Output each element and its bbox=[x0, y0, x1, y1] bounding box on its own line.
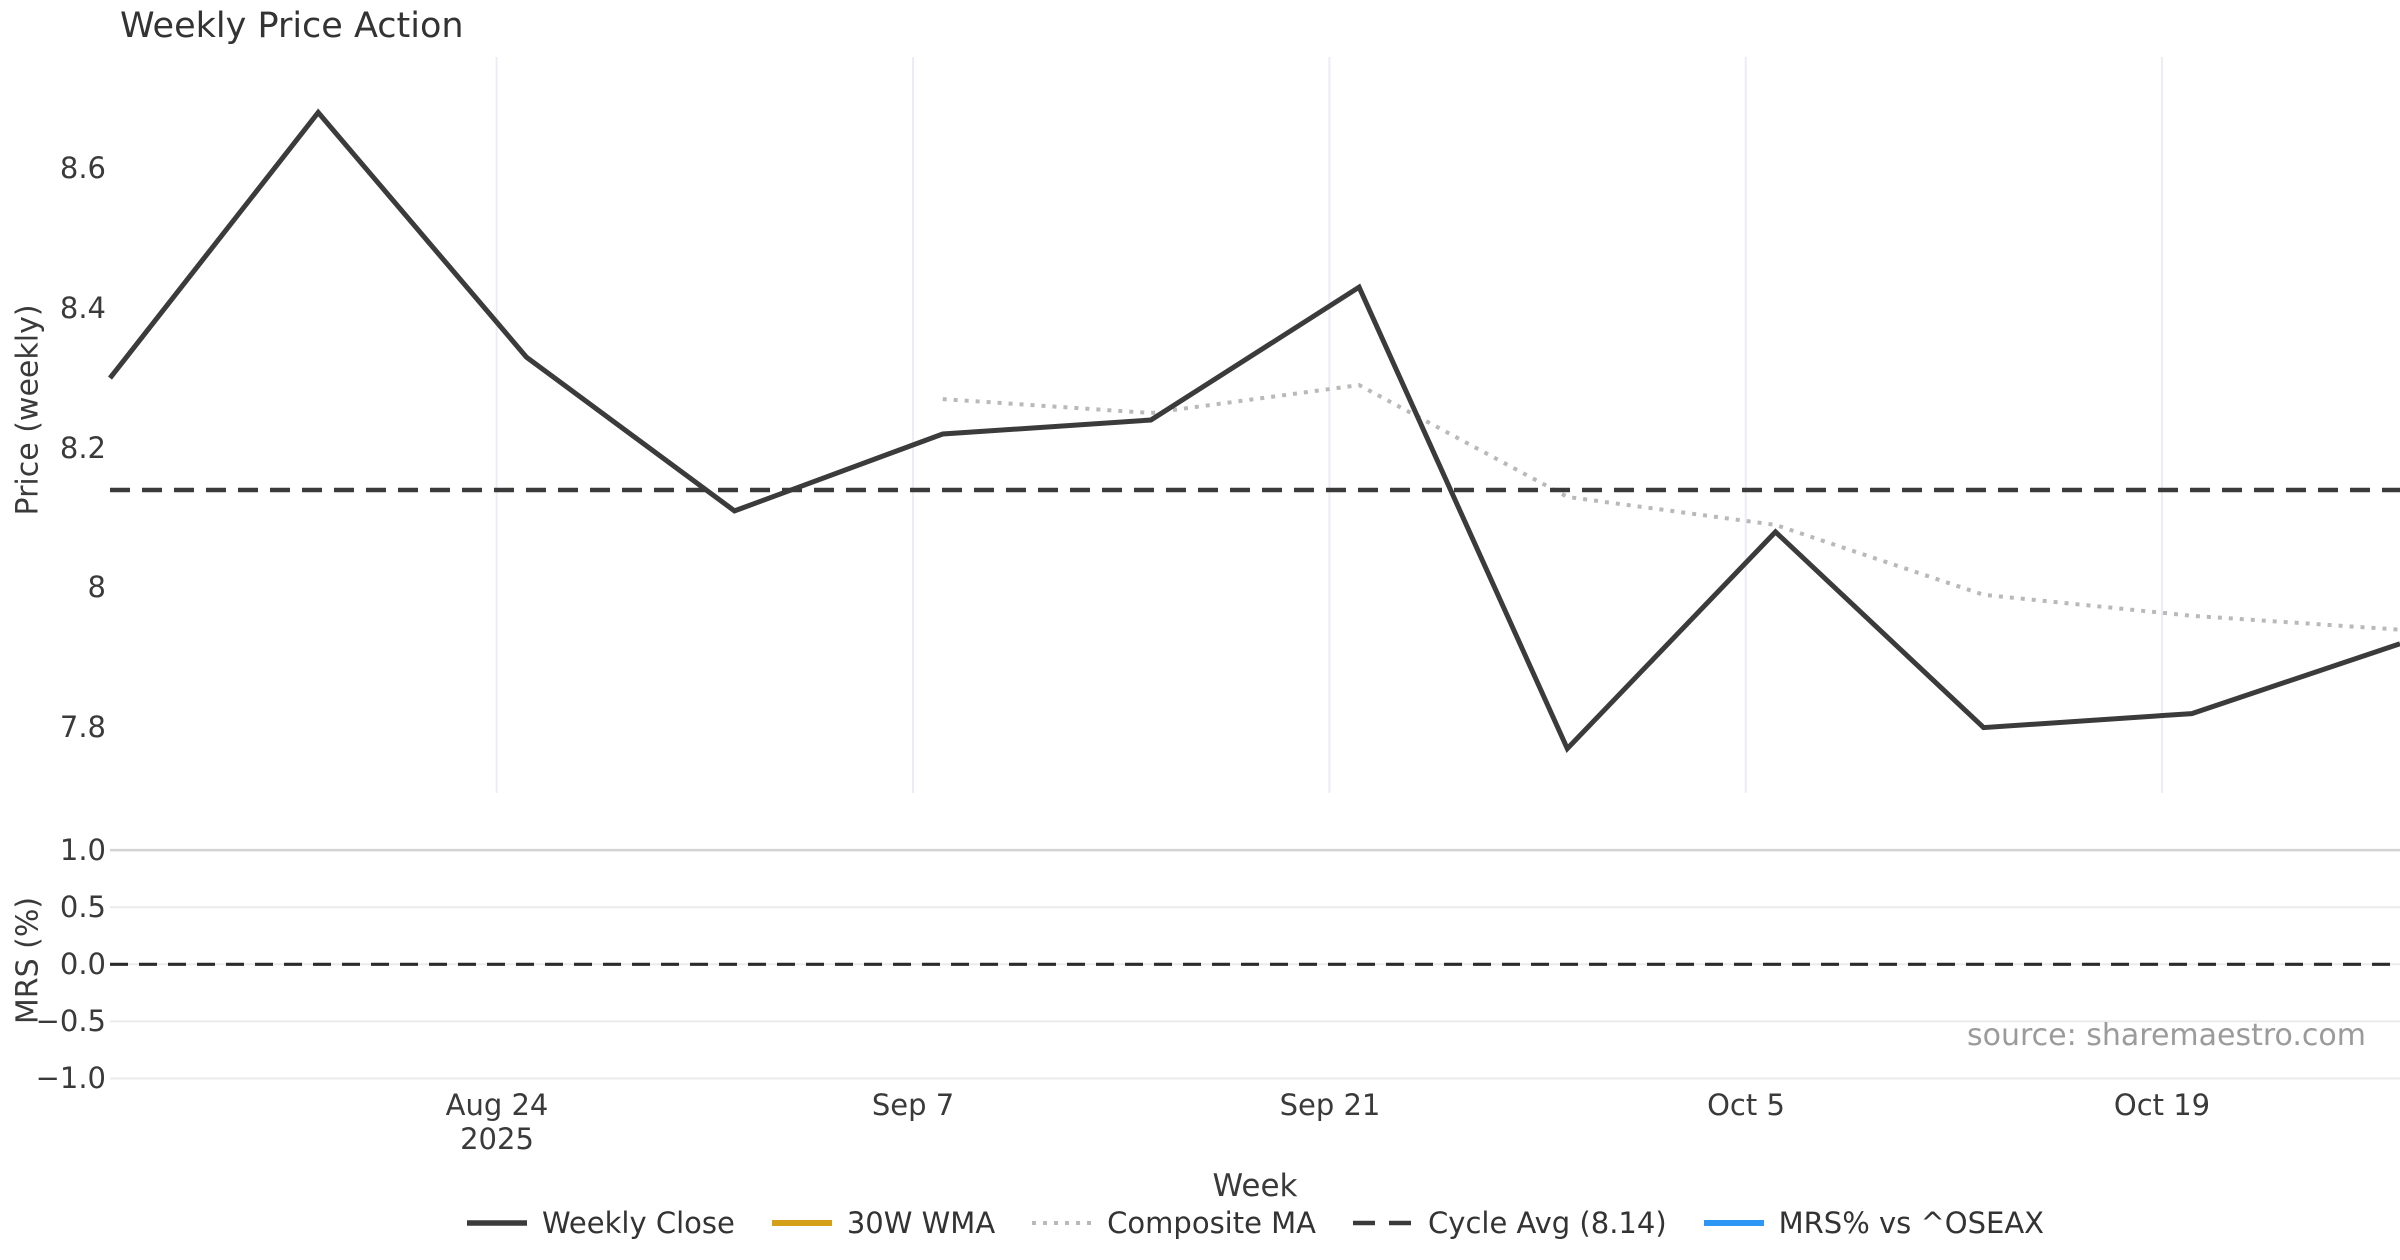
legend-label: 30W WMA bbox=[846, 1206, 996, 1240]
legend-label: Weekly Close bbox=[541, 1206, 735, 1240]
legend-item-composite-ma: Composite MA bbox=[1031, 1206, 1316, 1240]
mrs-ytick: 1.0 bbox=[59, 833, 106, 867]
mrs-ytick: −1.0 bbox=[35, 1061, 106, 1095]
weekly-close-series bbox=[108, 108, 2400, 753]
weekly-close-line-icon bbox=[466, 1220, 527, 1226]
price-ytick: 8.2 bbox=[59, 431, 106, 465]
chart-title: Weekly Price Action bbox=[120, 6, 464, 46]
mrs-ytick: 0.0 bbox=[59, 947, 106, 981]
wma-line-icon bbox=[771, 1220, 832, 1226]
legend-label: MRS% vs ^OSEAX bbox=[1778, 1206, 2045, 1240]
mrs-ytick: 0.5 bbox=[59, 890, 106, 924]
xtick-oct19: Oct 19 bbox=[2113, 1088, 2211, 1122]
dashed-line-icon bbox=[1353, 1220, 1414, 1226]
legend-item-weekly-close: Weekly Close bbox=[466, 1206, 735, 1240]
xtick-date: Aug 24 bbox=[445, 1088, 549, 1122]
xtick-sep7: Sep 7 bbox=[871, 1088, 955, 1122]
legend-item-30w-wma: 30W WMA bbox=[771, 1206, 995, 1240]
dotted-line-icon bbox=[1032, 1221, 1093, 1225]
composite-ma-series bbox=[942, 383, 2400, 632]
mrs-ytick: −0.5 bbox=[35, 1004, 106, 1038]
chart-legend: Weekly Close 30W WMA Composite MA Cycle … bbox=[110, 1206, 2400, 1240]
legend-label: Composite MA bbox=[1107, 1206, 1317, 1240]
xtick-year: 2025 bbox=[460, 1122, 534, 1156]
price-ytick: 8.6 bbox=[59, 151, 106, 185]
price-ytick: 8 bbox=[87, 570, 106, 604]
source-note: source: sharemaestro.com bbox=[1967, 1018, 2366, 1053]
legend-item-mrs: MRS% vs ^OSEAX bbox=[1703, 1206, 2044, 1240]
xtick-oct5: Oct 5 bbox=[1707, 1088, 1785, 1122]
mrs-line-icon bbox=[1703, 1220, 1764, 1226]
legend-item-cycle-avg: Cycle Avg (8.14) bbox=[1352, 1206, 1667, 1240]
xtick-aug24: Aug 24 2025 bbox=[446, 1088, 549, 1156]
price-ytick: 7.8 bbox=[59, 710, 106, 744]
x-axis-label: Week bbox=[1212, 1168, 1298, 1204]
legend-label: Cycle Avg (8.14) bbox=[1428, 1206, 1667, 1240]
xtick-sep21: Sep 21 bbox=[1279, 1088, 1381, 1122]
price-ytick: 8.4 bbox=[59, 291, 106, 325]
price-axis-label: Price (weekly) bbox=[10, 304, 46, 516]
